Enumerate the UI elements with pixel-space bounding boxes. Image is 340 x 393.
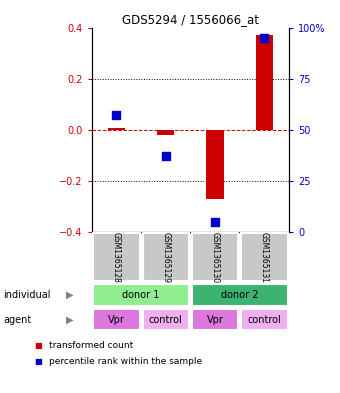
Point	[212, 219, 218, 225]
Bar	[192, 233, 238, 281]
Bar	[108, 128, 125, 130]
Text: ▶: ▶	[66, 314, 73, 325]
Bar	[93, 309, 140, 331]
Text: ■: ■	[34, 341, 42, 350]
Text: individual: individual	[3, 290, 51, 300]
Point	[163, 153, 169, 160]
Point	[262, 35, 267, 41]
Text: control: control	[248, 314, 281, 325]
Bar	[142, 233, 189, 281]
Title: GDS5294 / 1556066_at: GDS5294 / 1556066_at	[122, 13, 259, 26]
Text: control: control	[149, 314, 183, 325]
Bar	[93, 284, 189, 306]
Point	[114, 112, 119, 119]
Text: agent: agent	[3, 314, 32, 325]
Text: Vpr: Vpr	[108, 314, 125, 325]
Text: percentile rank within the sample: percentile rank within the sample	[49, 357, 202, 365]
Bar	[192, 284, 288, 306]
Text: GSM1365130: GSM1365130	[210, 232, 220, 283]
Text: ▶: ▶	[66, 290, 73, 300]
Text: donor 2: donor 2	[221, 290, 258, 300]
Bar	[206, 130, 224, 198]
Bar	[192, 309, 238, 331]
Text: transformed count: transformed count	[49, 341, 134, 350]
Text: GSM1365129: GSM1365129	[161, 232, 170, 283]
Bar	[241, 309, 288, 331]
Bar	[142, 309, 189, 331]
Bar	[256, 35, 273, 130]
Text: GSM1365128: GSM1365128	[112, 232, 121, 283]
Bar	[93, 233, 140, 281]
Text: GSM1365131: GSM1365131	[260, 232, 269, 283]
Text: Vpr: Vpr	[207, 314, 223, 325]
Bar	[241, 233, 288, 281]
Text: ■: ■	[34, 357, 42, 365]
Text: donor 1: donor 1	[122, 290, 160, 300]
Bar	[157, 130, 174, 135]
